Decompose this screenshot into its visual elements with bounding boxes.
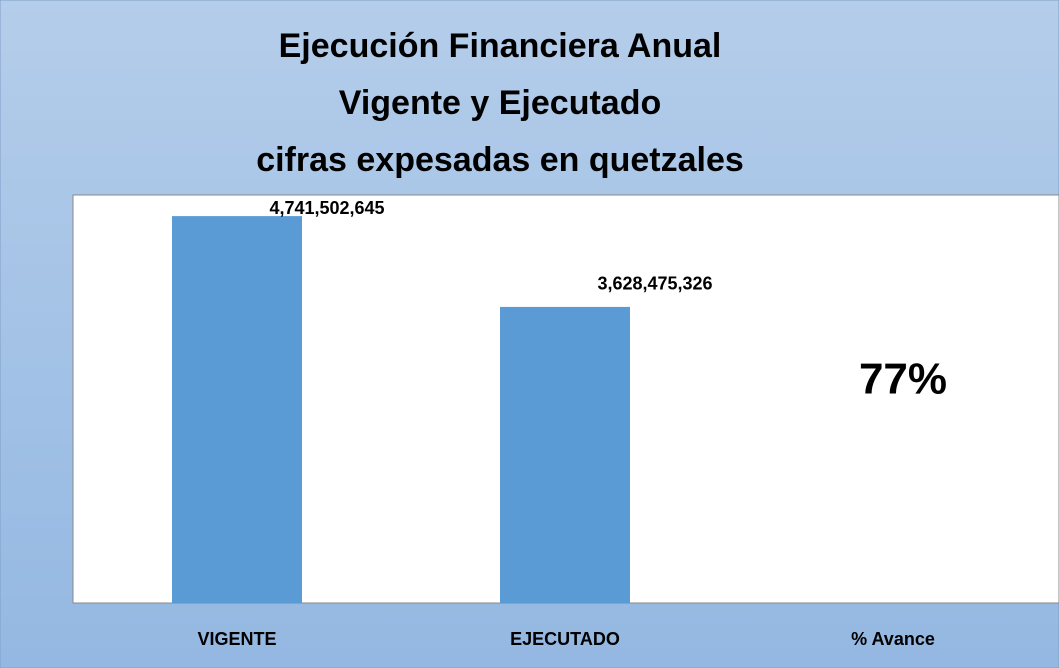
chart-title: cifras expesadas en quetzales — [256, 141, 744, 179]
bar — [172, 216, 302, 603]
x-tick-label: EJECUTADO — [510, 629, 620, 649]
bar — [500, 306, 630, 603]
data-label: 4,741,502,645 — [269, 198, 384, 218]
chart-title: Ejecución Financiera Anual — [279, 27, 722, 65]
chart-title: Vigente y Ejecutado — [339, 84, 661, 122]
x-tick-label: % Avance — [851, 629, 935, 649]
annotation: 77% — [859, 355, 947, 404]
data-label: 3,628,475,326 — [597, 274, 712, 294]
x-tick-label: VIGENTE — [197, 629, 276, 649]
